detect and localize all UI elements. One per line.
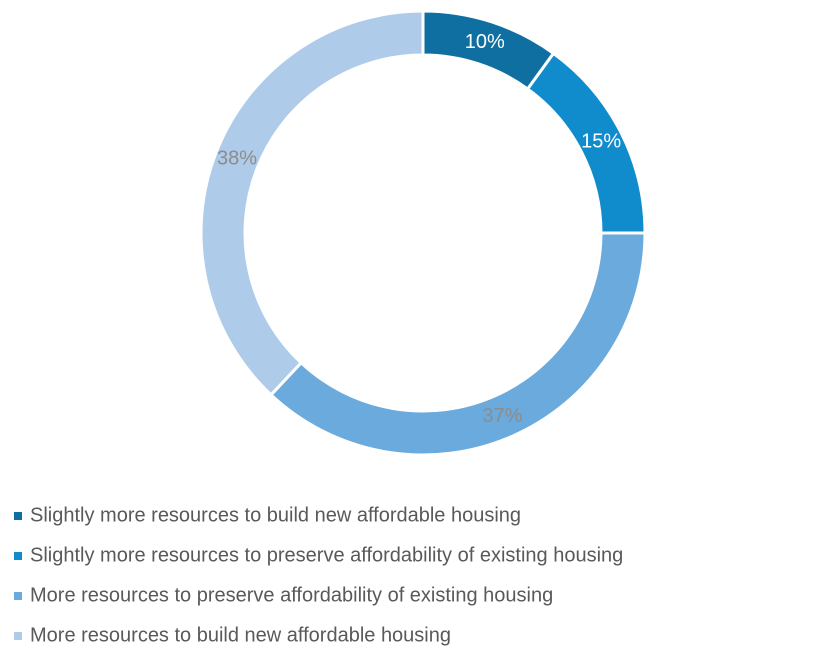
value-label: 10%	[465, 31, 505, 53]
legend-swatch	[14, 512, 22, 520]
slice	[268, 231, 647, 457]
legend-label: Slightly more resources to build new aff…	[30, 504, 521, 526]
legend-swatch	[14, 592, 22, 600]
value-label: 37%	[482, 405, 522, 427]
value-label: 38%	[217, 148, 257, 170]
legend-swatch	[14, 632, 22, 640]
legend-label: Slightly more resources to preserve affo…	[30, 544, 623, 566]
legend-label: More resources to build new affordable h…	[30, 624, 451, 646]
slice	[199, 9, 425, 397]
value-label: 15%	[581, 130, 621, 152]
legend-label: More resources to preserve affordability…	[30, 584, 553, 606]
legend-swatch	[14, 552, 22, 560]
